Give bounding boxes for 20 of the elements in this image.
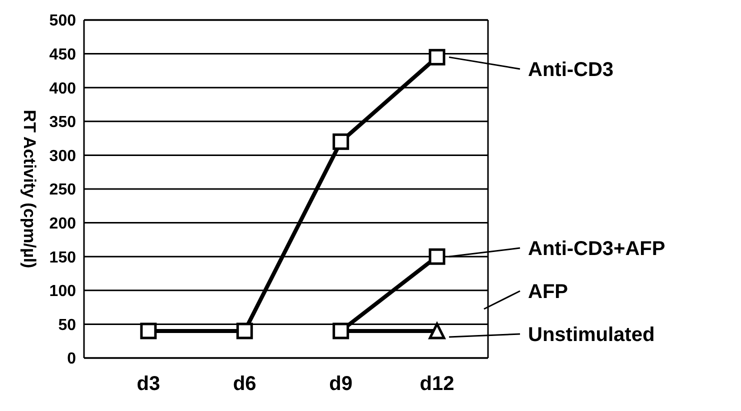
legend-label: Anti-CD3 (528, 59, 614, 81)
y-tick-label: 200 (49, 215, 76, 232)
legend-label: Unstimulated (528, 324, 655, 346)
y-tick-label: 150 (49, 249, 76, 266)
legend-label: AFP (528, 281, 568, 303)
legend-label: Anti-CD3+AFP (528, 238, 666, 260)
x-tick-label: d6 (232, 373, 256, 396)
x-tick-label: d12 (420, 373, 454, 396)
x-tick-label: d3 (136, 373, 160, 396)
y-tick-label: 100 (49, 283, 76, 300)
y-tick-label: 400 (49, 80, 76, 98)
y-axis-title: RT Activity (cpm/µl) (20, 110, 39, 268)
y-tick-label: 300 (49, 148, 76, 165)
y-tick-label: 500 (49, 12, 76, 30)
y-tick-label: 350 (49, 114, 76, 132)
y-tick-label: 450 (49, 46, 76, 64)
y-tick-label: 0 (67, 350, 76, 368)
x-tick-label: d9 (329, 373, 352, 396)
y-tick-label: 250 (49, 182, 76, 199)
y-tick-label: 50 (58, 316, 76, 334)
